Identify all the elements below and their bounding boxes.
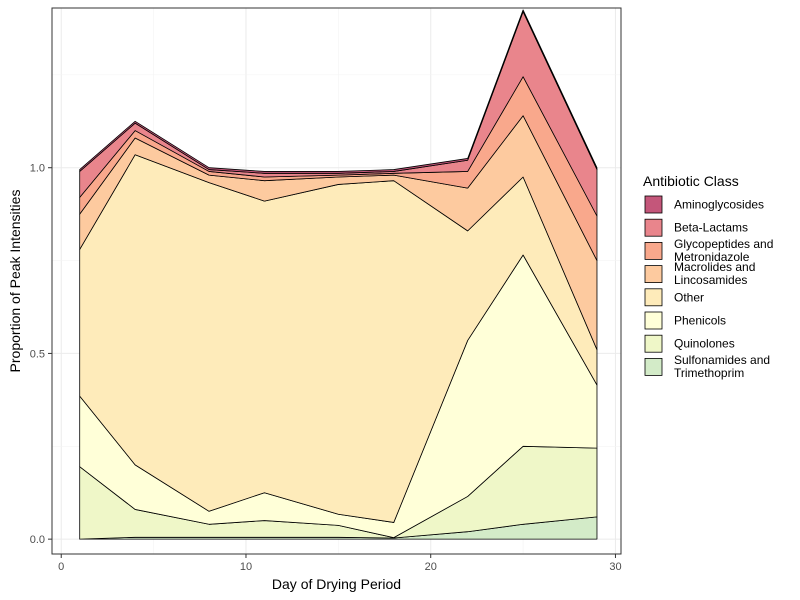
area-aminoglycosides bbox=[79, 9, 598, 174]
legend-label: Quinolones bbox=[674, 337, 735, 351]
legend-key bbox=[644, 357, 663, 376]
legend-items: Aminoglycosides Beta-Lactams Glycopeptides… bbox=[644, 195, 773, 380]
y-axis-title: Proportion of Peak Intensities bbox=[7, 190, 23, 373]
legend-key bbox=[644, 334, 663, 353]
legend-item: Aminoglycosides bbox=[644, 195, 764, 214]
legend-item: Quinolones bbox=[644, 334, 735, 353]
y-tick-label: 0.5 bbox=[30, 348, 45, 360]
legend: Antibiotic Class Aminoglycosides Beta-Lac… bbox=[643, 173, 773, 380]
legend-label: Sulfonamides and bbox=[674, 353, 770, 367]
legend-label: Phenicols bbox=[674, 314, 726, 328]
y-tick-label: 0.0 bbox=[30, 534, 45, 546]
plot-panel-border bbox=[51, 7, 622, 555]
legend-key bbox=[644, 218, 663, 237]
x-tick-label: 30 bbox=[609, 561, 621, 573]
x-axis-title: Day of Drying Period bbox=[272, 576, 401, 592]
legend-key bbox=[644, 195, 663, 214]
y-tick-label: 1.0 bbox=[30, 163, 45, 175]
legend-key bbox=[644, 311, 663, 330]
area-layers bbox=[79, 9, 598, 540]
legend-key bbox=[644, 288, 663, 307]
legend-label: Macrolides and bbox=[674, 260, 755, 274]
legend-label: Beta-Lactams bbox=[674, 221, 748, 235]
legend-key bbox=[644, 265, 663, 284]
legend-label: Glycopeptides and bbox=[674, 237, 773, 251]
legend-label: Trimethoprim bbox=[674, 366, 744, 380]
legend-title: Antibiotic Class bbox=[643, 173, 739, 189]
x-tick-label: 20 bbox=[425, 561, 437, 573]
x-tick-label: 10 bbox=[240, 561, 252, 573]
legend-label: Other bbox=[674, 290, 704, 304]
legend-label: Lincosamides bbox=[674, 273, 747, 287]
x-tick-label: 0 bbox=[58, 561, 64, 573]
legend-label: Metronidazole bbox=[674, 250, 750, 264]
legend-item: Beta-Lactams bbox=[644, 218, 748, 237]
legend-item: Other bbox=[644, 288, 704, 307]
axis-ticks: 0 10 20 30 0.0 0.5 1.0 bbox=[30, 163, 622, 573]
legend-label: Aminoglycosides bbox=[674, 198, 764, 212]
legend-key bbox=[644, 241, 663, 260]
legend-item: Phenicols bbox=[644, 311, 726, 330]
